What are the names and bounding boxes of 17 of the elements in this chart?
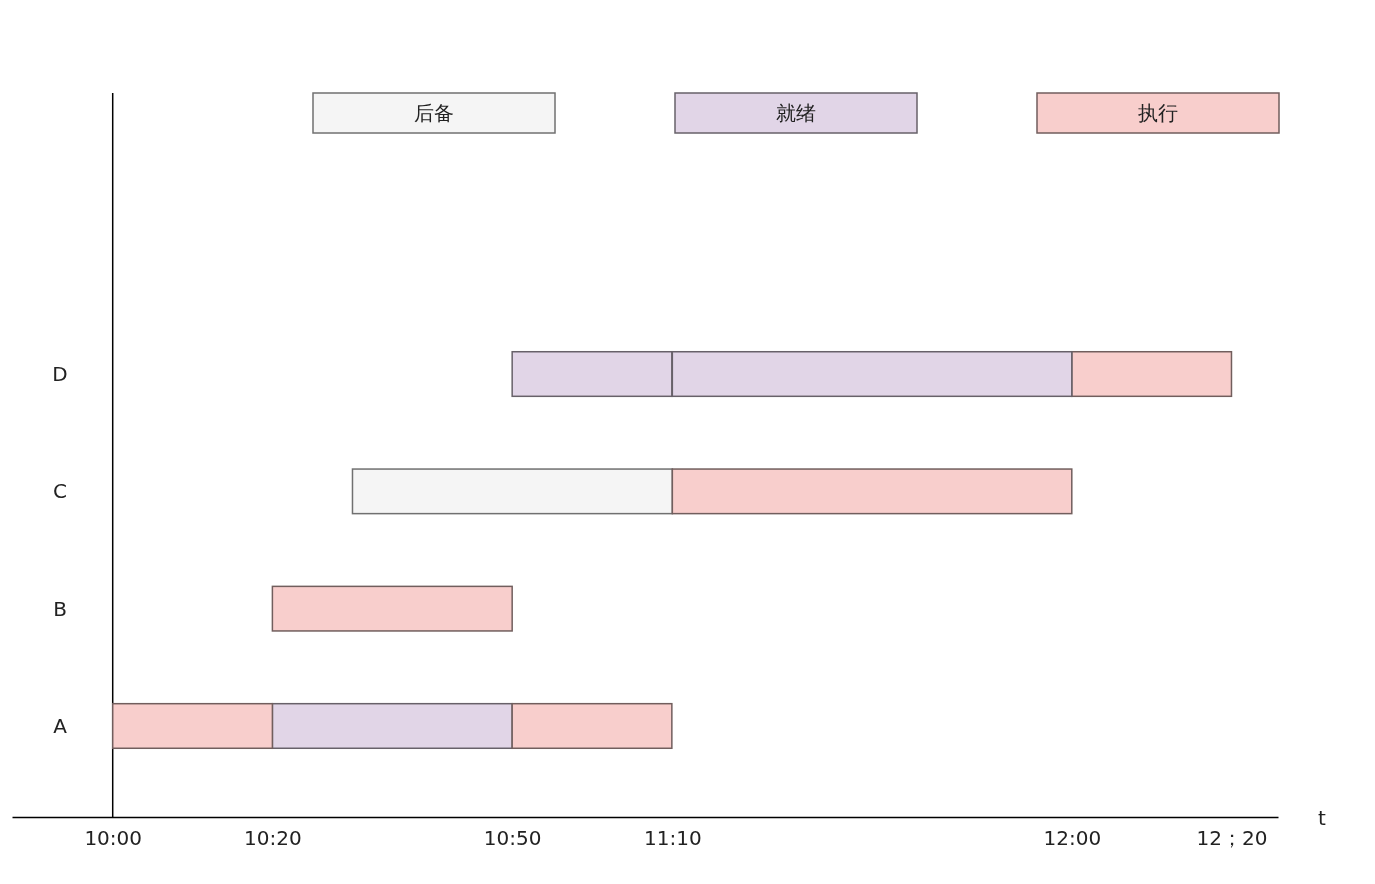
y-tick-label: D <box>52 362 68 387</box>
y-tick-label: B <box>53 596 67 621</box>
x-tick-label: 11:10 <box>644 826 702 851</box>
x-tick-label: 10:00 <box>84 826 143 851</box>
bar <box>271 585 513 632</box>
y-tick-label: A <box>53 713 68 738</box>
x-tick-label: 10:50 <box>483 826 542 851</box>
x-tick-label: 12；20 <box>1196 826 1268 851</box>
x-tick-label: 10:20 <box>244 826 302 851</box>
bar <box>351 468 674 515</box>
text: 后备 <box>414 101 454 125</box>
bar <box>671 468 1073 515</box>
y-tick-label: C <box>53 479 67 504</box>
x-tick-label: 12:00 <box>1043 826 1102 851</box>
text: 执行 <box>1138 101 1178 125</box>
x-axis-title: t <box>1318 806 1326 830</box>
text: 就绪 <box>776 101 816 125</box>
